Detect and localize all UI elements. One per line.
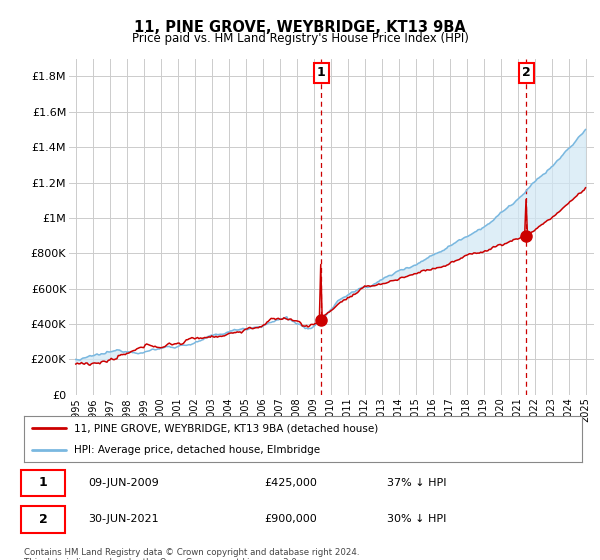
Text: 30% ↓ HPI: 30% ↓ HPI xyxy=(387,515,446,524)
Text: 2: 2 xyxy=(38,513,47,526)
FancyBboxPatch shape xyxy=(21,470,65,496)
Text: 1: 1 xyxy=(38,477,47,489)
Text: Price paid vs. HM Land Registry's House Price Index (HPI): Price paid vs. HM Land Registry's House … xyxy=(131,32,469,45)
Text: 1: 1 xyxy=(317,67,326,80)
FancyBboxPatch shape xyxy=(21,506,65,533)
Text: £900,000: £900,000 xyxy=(264,515,317,524)
Text: 09-JUN-2009: 09-JUN-2009 xyxy=(88,478,159,488)
Text: £425,000: £425,000 xyxy=(264,478,317,488)
Text: HPI: Average price, detached house, Elmbridge: HPI: Average price, detached house, Elmb… xyxy=(74,445,320,455)
Text: 11, PINE GROVE, WEYBRIDGE, KT13 9BA (detached house): 11, PINE GROVE, WEYBRIDGE, KT13 9BA (det… xyxy=(74,423,379,433)
Text: 11, PINE GROVE, WEYBRIDGE, KT13 9BA: 11, PINE GROVE, WEYBRIDGE, KT13 9BA xyxy=(134,20,466,35)
Text: Contains HM Land Registry data © Crown copyright and database right 2024.
This d: Contains HM Land Registry data © Crown c… xyxy=(24,548,359,560)
Text: 37% ↓ HPI: 37% ↓ HPI xyxy=(387,478,446,488)
Text: 2: 2 xyxy=(521,67,530,80)
Text: 30-JUN-2021: 30-JUN-2021 xyxy=(88,515,159,524)
